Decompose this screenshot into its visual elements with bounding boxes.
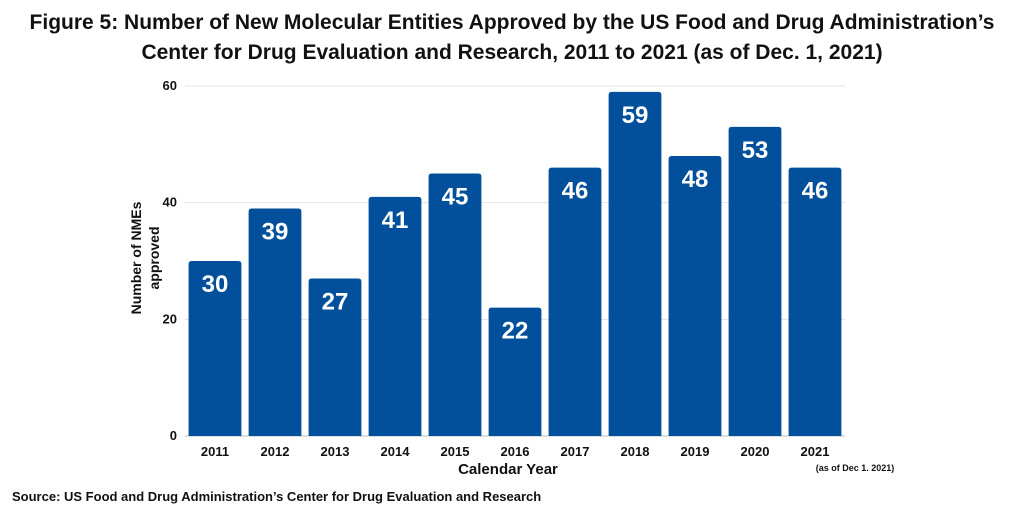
bar-value-label: 53 [742,137,769,164]
bar-value-label: 41 [382,207,409,234]
bar-value-label: 45 [442,184,469,211]
y-axis-title: Number of NMEs approved [128,201,162,314]
x-tick-label: 2016 [501,444,530,459]
chart-title: Figure 5: Number of New Molecular Entiti… [0,8,1024,68]
chart-title-line-2: Center for Drug Evaluation and Research,… [141,41,883,64]
bar-value-label: 30 [202,271,229,298]
bar [248,208,302,436]
x-tick-label: 2020 [741,444,770,459]
bar-value-label: 46 [562,178,589,205]
y-tick-label: 0 [170,428,177,443]
y-tick-label: 60 [163,78,177,93]
x-tick-label: 2019 [681,444,710,459]
x-tick-note: (as of Dec 1. 2021) [816,463,895,473]
bar-value-label: 48 [682,166,709,193]
y-tick-label: 20 [163,311,177,326]
y-axis-title-line: Number of NMEs [128,201,144,314]
bar [428,173,482,436]
chart-title-line-1: Figure 5: Number of New Molecular Entiti… [29,11,995,34]
bar [488,307,542,436]
y-axis-title-line: approved [146,226,162,289]
x-tick-label: 2018 [621,444,650,459]
bar-value-label: 59 [622,102,649,129]
x-tick-label: 2021 [801,444,830,459]
bar-value-label: 46 [802,178,829,205]
source-note: Source: US Food and Drug Administration’… [12,489,542,504]
bar-value-label: 27 [322,289,349,316]
y-tick-label: 40 [163,195,177,210]
bar [368,196,422,436]
bar [548,167,602,436]
bar [308,278,362,436]
x-tick-label: 2017 [561,444,590,459]
x-tick-label: 2015 [441,444,470,459]
bar [188,261,242,436]
x-tick-label: 2013 [321,444,350,459]
x-tick-label: 2012 [261,444,290,459]
bar [728,126,782,436]
bar-value-label: 39 [262,219,289,246]
x-axis-title: Calendar Year [458,461,558,478]
bar-value-label: 22 [502,318,529,345]
bar [668,156,722,436]
bar [788,167,842,436]
x-tick-label: 2011 [201,444,229,459]
x-tick-label: 2014 [381,444,411,459]
bar [608,91,662,436]
